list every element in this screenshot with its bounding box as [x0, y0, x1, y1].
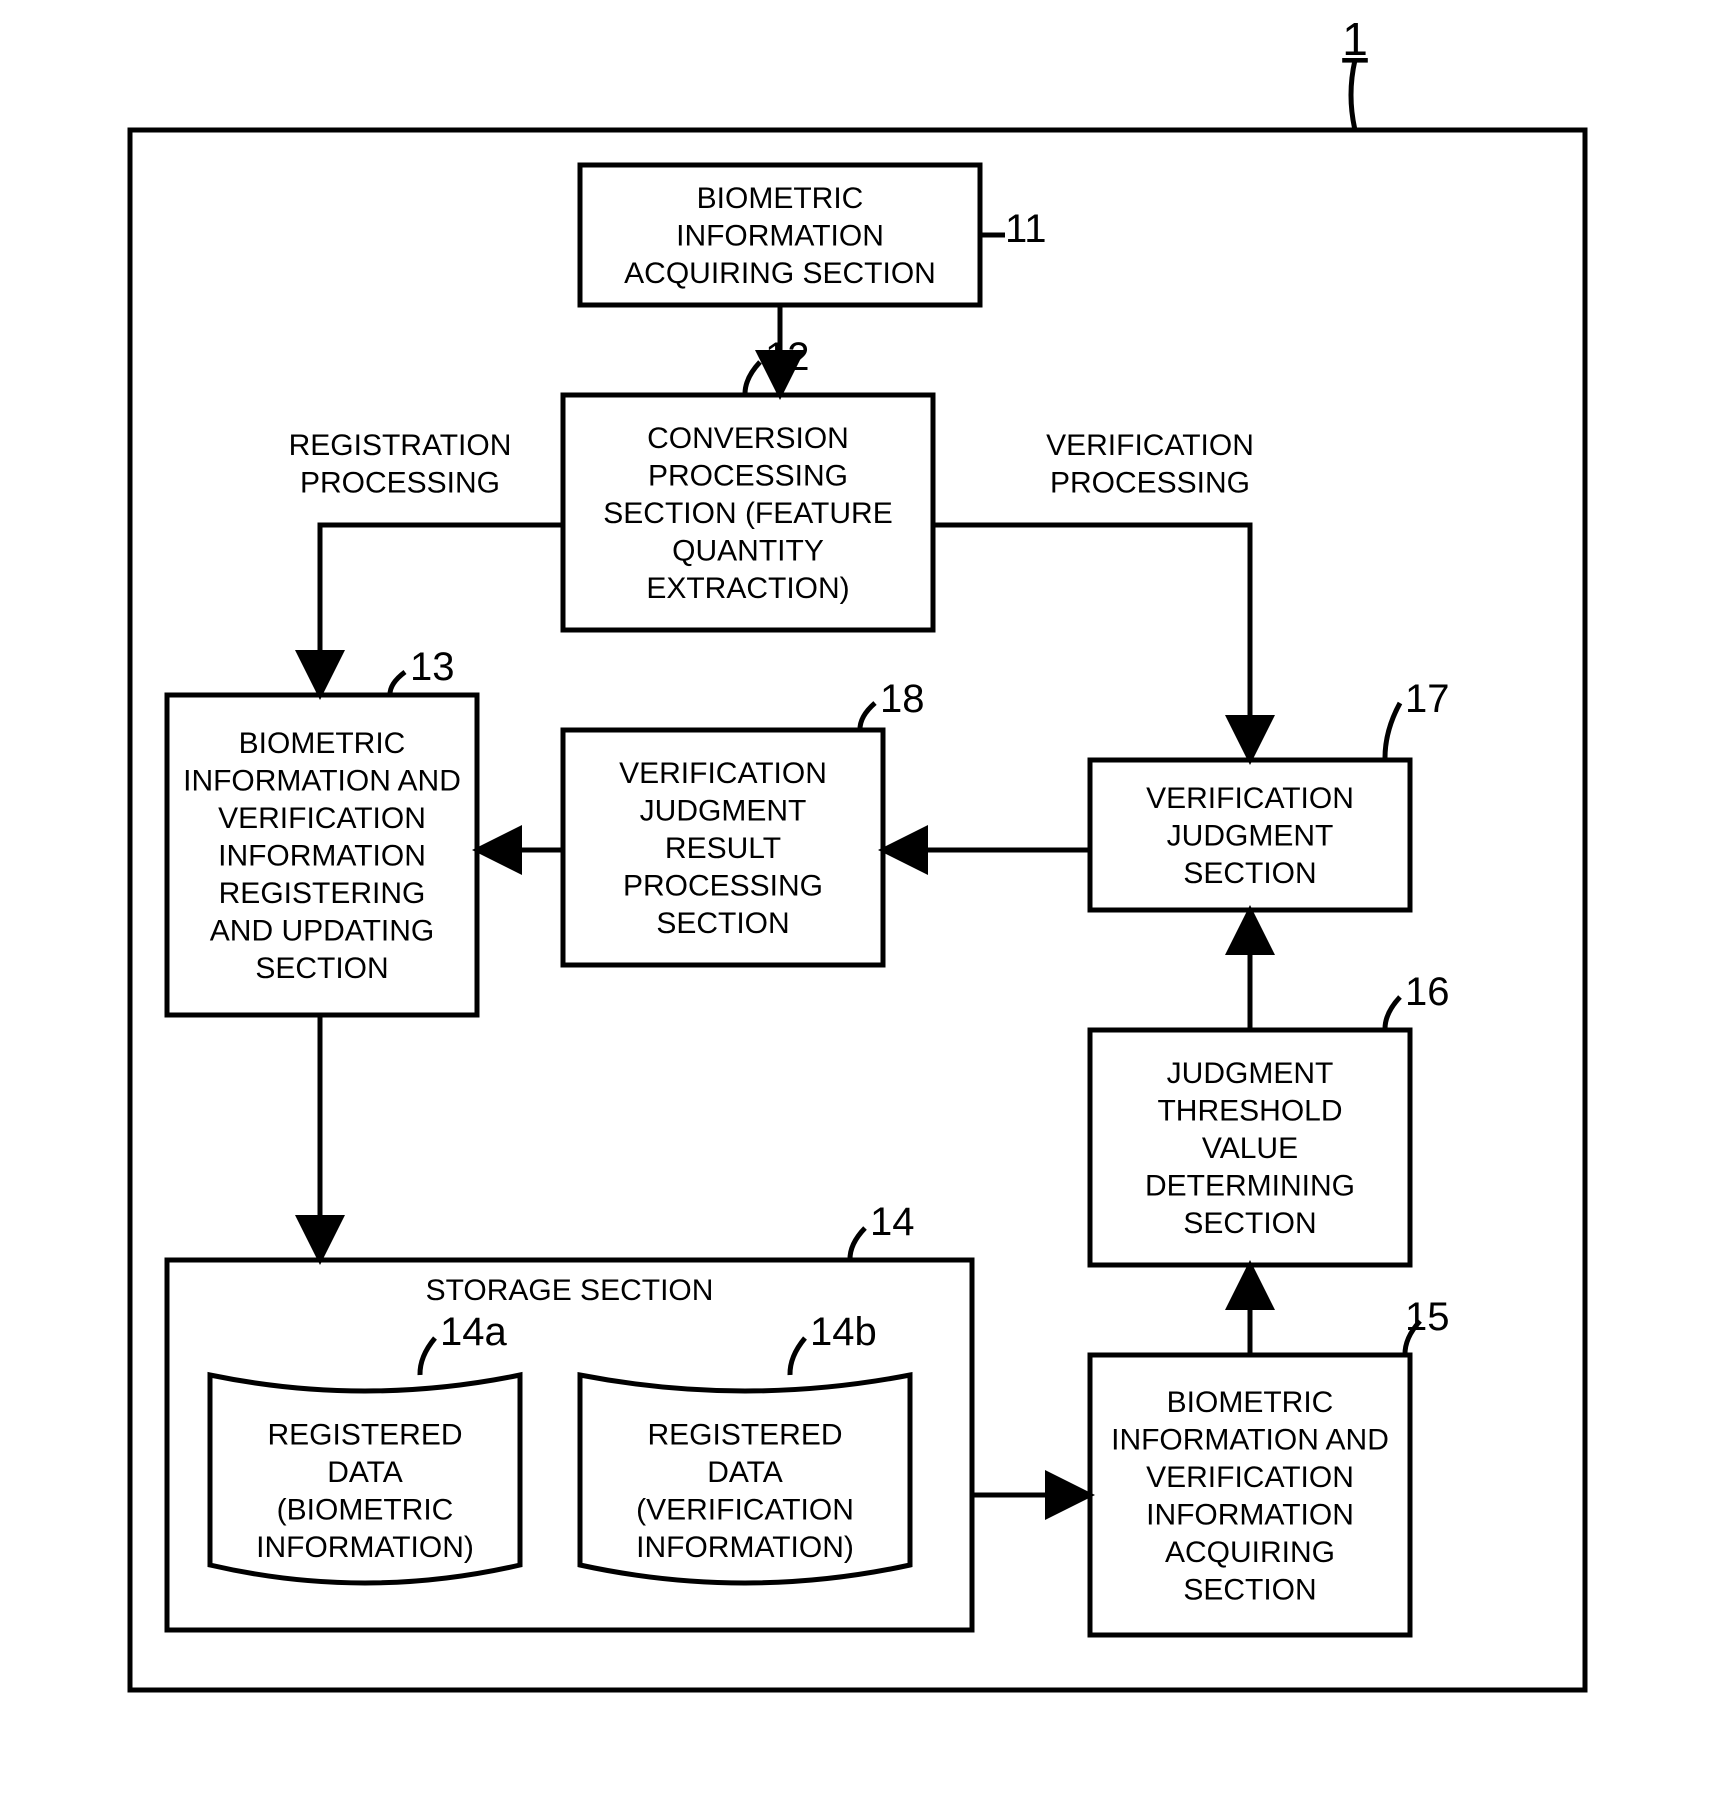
- node-n13-label: BIOMETRICINFORMATION ANDVERIFICATIONINFO…: [183, 727, 461, 985]
- ref-18: 18: [880, 677, 925, 721]
- ref-13: 13: [410, 645, 455, 689]
- ref-17: 17: [1405, 677, 1450, 721]
- ref-16: 16: [1405, 970, 1450, 1014]
- node-n14-title: STORAGE SECTION: [426, 1274, 714, 1307]
- ref-14: 14: [870, 1200, 915, 1244]
- leader-1: [1351, 60, 1355, 130]
- diagram-canvas: 1BIOMETRICINFORMATIONACQUIRING SECTION11…: [0, 0, 1717, 1809]
- ref-14a: 14a: [440, 1310, 507, 1354]
- ref-14b: 14b: [810, 1310, 877, 1354]
- ref-1: 1: [1342, 13, 1368, 65]
- ref-11: 11: [1005, 207, 1047, 251]
- ref-12: 12: [765, 335, 810, 379]
